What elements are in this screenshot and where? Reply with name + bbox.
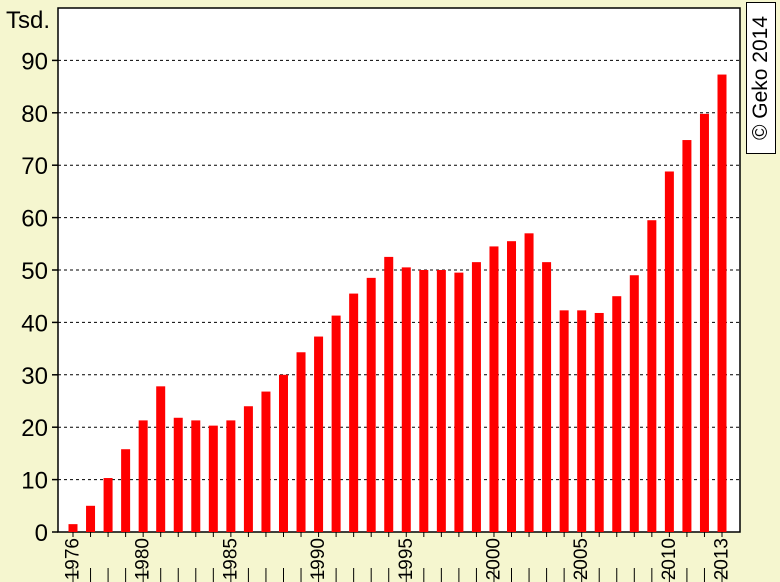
bar-2012 [699, 113, 709, 532]
y-ticks: 0 10 20 30 40 50 60 70 80 90 [21, 48, 58, 547]
bar-2013 [717, 74, 727, 533]
plot-background [57, 7, 741, 533]
bar-1998 [454, 272, 464, 532]
bar-1977 [86, 505, 96, 532]
y-tick-label: 10 [21, 468, 48, 495]
bars [68, 74, 727, 533]
x-ticks: 1976 1980 1985 1990 1995 2000 2005 2010 2013 [63, 532, 733, 582]
y-tick-label: 80 [21, 101, 48, 128]
bar-1985 [226, 420, 236, 532]
bar-2009 [647, 220, 657, 532]
bar-1999 [471, 262, 481, 532]
bar-1981 [156, 386, 166, 532]
y-tick-label: 60 [21, 206, 48, 233]
x-tick-label: 1995 [396, 538, 417, 580]
bar-2006 [594, 312, 604, 532]
bar-1992 [349, 293, 359, 532]
bar-1983 [191, 420, 201, 532]
y-axis-label: Tsd. [6, 7, 50, 34]
x-tick-label: 2005 [571, 538, 592, 580]
y-tick-label: 0 [35, 520, 48, 547]
bar-2005 [577, 310, 587, 532]
y-tick-label: 30 [21, 363, 48, 390]
y-tick-label: 20 [21, 415, 48, 442]
bar-1979 [121, 449, 131, 532]
x-tick-label: 1976 [63, 538, 84, 580]
bar-1996 [419, 270, 429, 532]
bar-2000 [489, 246, 499, 533]
bar-2008 [629, 275, 639, 532]
y-tick-label: 90 [21, 48, 48, 75]
y-tick-label: 70 [21, 153, 48, 180]
bar-1995 [401, 267, 411, 532]
copyright-text: © Geko 2014 [749, 15, 772, 141]
bar-1984 [208, 425, 218, 532]
bar-1987 [261, 391, 271, 532]
y-tick-label: 40 [21, 310, 48, 337]
bar-1989 [296, 352, 306, 532]
bar-2011 [682, 140, 692, 533]
bar-1991 [331, 315, 341, 532]
bar-1993 [366, 277, 376, 532]
bar-2001 [507, 241, 517, 532]
bar-2002 [524, 233, 534, 532]
x-tick-label: 2013 [712, 538, 733, 580]
bar-1978 [103, 478, 113, 532]
bar-1986 [243, 406, 253, 532]
bar-1994 [384, 256, 394, 532]
x-tick-label: 2010 [659, 538, 680, 580]
x-tick-label: 1990 [308, 538, 329, 580]
bar-1976 [68, 524, 78, 532]
y-tick-label: 50 [21, 258, 48, 285]
x-tick-label: 1985 [220, 538, 241, 580]
bar-1988 [278, 374, 288, 532]
bar-1982 [173, 417, 183, 532]
bar-2010 [664, 171, 674, 533]
bar-2003 [542, 262, 552, 532]
bar-2007 [612, 296, 622, 532]
x-tick-label: 1980 [133, 538, 154, 580]
bar-1997 [436, 270, 446, 532]
x-tick-label: 2000 [483, 538, 504, 580]
bar-2004 [559, 310, 569, 532]
bar-1980 [138, 420, 148, 532]
copyright-box: © Geko 2014 [746, 2, 776, 154]
bar-1990 [314, 336, 324, 532]
